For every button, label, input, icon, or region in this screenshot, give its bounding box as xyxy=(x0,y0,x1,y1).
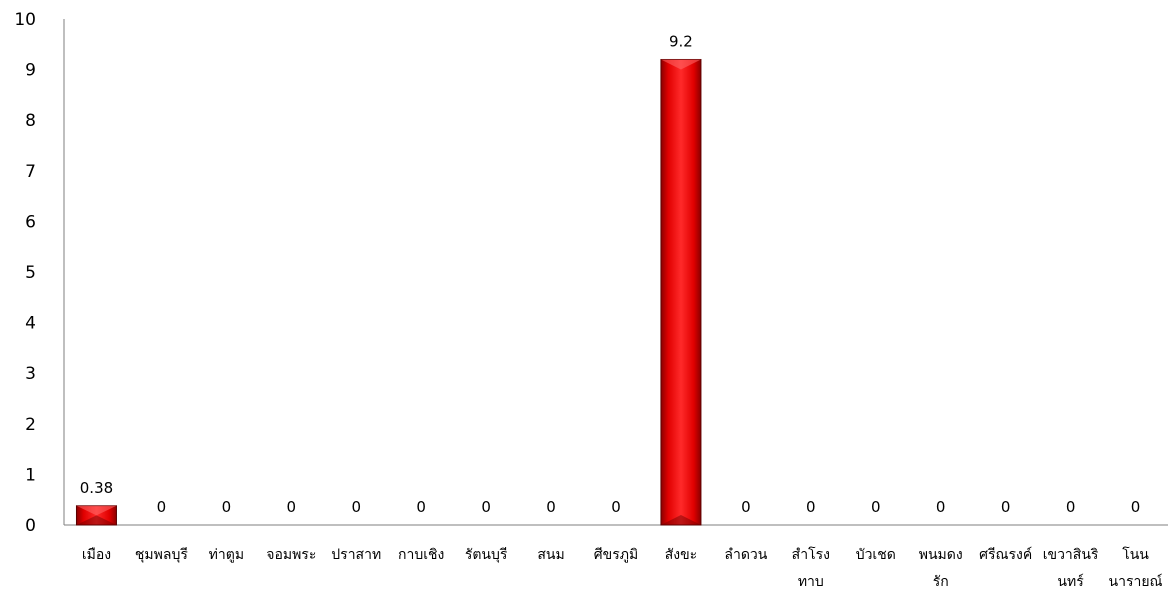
x-tick-label: สังขะ xyxy=(665,547,697,563)
y-tick-label: 4 xyxy=(25,314,36,334)
y-tick-label: 5 xyxy=(25,263,36,283)
data-label: 0 xyxy=(1001,498,1011,516)
y-tick-label: 10 xyxy=(14,10,36,30)
x-tick-label: ศีขรภูมิ xyxy=(594,547,638,563)
labels: 0 1 2 3 4 5 6 7 8 9 10 0.38 เมือง 0 ชุมพลบุรี 0 ท่าตูม 0 จ… xyxy=(14,10,1162,590)
x-tick-label: เมือง xyxy=(82,547,111,563)
data-label: 0 xyxy=(936,498,946,516)
y-tick-label: 6 xyxy=(25,212,36,232)
bar-bevel-top xyxy=(660,59,701,70)
x-tick-label: บัวเชด xyxy=(856,547,896,563)
data-label: 0 xyxy=(1131,498,1141,516)
data-label: 0.38 xyxy=(80,479,113,497)
x-tick-label: กาบเชิง xyxy=(398,547,444,563)
y-tick-label: 1 xyxy=(25,465,36,485)
x-tick-label: ทาบ xyxy=(798,574,824,590)
y-tick-label: 2 xyxy=(25,415,36,435)
data-label: 0 xyxy=(546,498,556,516)
data-label: 0 xyxy=(351,498,361,516)
x-tick-label: ชุมพลบุรี xyxy=(135,547,188,563)
x-tick-label: ท่าตูม xyxy=(209,547,244,563)
data-label: 0 xyxy=(222,498,232,516)
x-tick-label: ลำดวน xyxy=(724,547,767,563)
bar-bevel-top xyxy=(76,505,117,516)
x-tick-label: นทร์ xyxy=(1057,573,1084,590)
y-tick-label: 0 xyxy=(25,516,36,536)
x-tick-label: ศรีณรงค์ xyxy=(979,546,1032,563)
data-label: 0 xyxy=(741,498,751,516)
x-tick-label: สนม xyxy=(537,547,564,563)
bar-bevel-bottom xyxy=(76,515,117,525)
data-label: 0 xyxy=(157,498,167,516)
x-tick-label: ปราสาท xyxy=(331,547,381,563)
x-tick-label: นารายณ์ xyxy=(1109,573,1163,590)
data-label: 9.2 xyxy=(669,32,693,50)
y-tick-label: 9 xyxy=(25,61,36,81)
bar-bevel-bottom xyxy=(660,515,701,525)
x-tick-label: สำโรง xyxy=(792,546,830,563)
axes xyxy=(63,19,1168,526)
y-tick-label: 3 xyxy=(25,364,36,384)
y-tick-label: 8 xyxy=(25,111,36,131)
data-label: 0 xyxy=(287,498,297,516)
y-tick-label: 7 xyxy=(25,162,36,182)
x-tick-label: รัก xyxy=(933,574,949,590)
x-tick-label: พนมดง xyxy=(919,547,963,563)
data-label: 0 xyxy=(806,498,816,516)
data-label: 0 xyxy=(1066,498,1076,516)
x-tick-label: จอมพระ xyxy=(266,547,316,563)
x-tick-label: โนน xyxy=(1122,546,1149,563)
data-label: 0 xyxy=(481,498,491,516)
data-label: 0 xyxy=(871,498,881,516)
bars xyxy=(75,58,702,526)
x-tick-label: เขวาสินริ xyxy=(1043,547,1099,563)
bar xyxy=(660,58,702,526)
data-label: 0 xyxy=(416,498,426,516)
data-label: 0 xyxy=(611,498,621,516)
x-tick-label: รัตนบุรี xyxy=(465,547,508,563)
